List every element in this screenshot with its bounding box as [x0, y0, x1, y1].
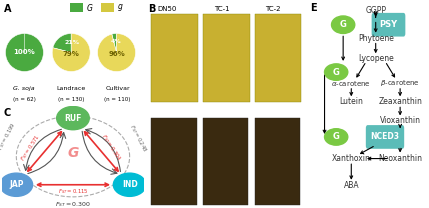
- Text: G: G: [340, 20, 347, 29]
- Text: $g$: $g$: [117, 2, 124, 13]
- Text: G: G: [67, 146, 79, 160]
- Text: 21%: 21%: [65, 40, 80, 45]
- Text: Lutein: Lutein: [339, 97, 363, 106]
- Text: $F_{ST}=0.304$: $F_{ST}=0.304$: [99, 132, 124, 163]
- Ellipse shape: [325, 129, 348, 145]
- Circle shape: [57, 106, 89, 130]
- Text: PSY: PSY: [379, 20, 398, 29]
- Text: TC-2: TC-2: [265, 6, 280, 12]
- Bar: [101, 3, 114, 12]
- Text: GGPP: GGPP: [365, 6, 386, 15]
- Text: $F_{ST}=0.248$: $F_{ST}=0.248$: [127, 123, 149, 154]
- Bar: [254, 118, 300, 205]
- Text: JAP: JAP: [9, 180, 24, 189]
- Text: $G$: $G$: [86, 2, 93, 13]
- Text: G. soja: G. soja: [13, 85, 35, 90]
- FancyArrowPatch shape: [323, 75, 326, 133]
- Text: 79%: 79%: [63, 51, 80, 57]
- Text: B: B: [148, 4, 156, 14]
- Text: G: G: [333, 68, 340, 77]
- Text: G: G: [333, 132, 340, 141]
- Text: 1-3: 1-3: [270, 111, 281, 117]
- Text: (n = 130): (n = 130): [57, 97, 84, 102]
- Text: (n = 110): (n = 110): [104, 97, 131, 102]
- Text: ZH11: ZH11: [161, 111, 180, 117]
- Text: $F_{ST}=0.199$: $F_{ST}=0.199$: [0, 121, 19, 152]
- FancyArrowPatch shape: [342, 36, 344, 60]
- Text: NCED3: NCED3: [371, 132, 399, 141]
- Text: ABA: ABA: [344, 181, 359, 190]
- Bar: [254, 14, 301, 102]
- FancyBboxPatch shape: [366, 125, 404, 149]
- Wedge shape: [53, 33, 71, 52]
- Text: $F_{ST}=0.115$: $F_{ST}=0.115$: [57, 187, 88, 196]
- Text: $F_{ST} = 0.300$: $F_{ST} = 0.300$: [55, 200, 91, 208]
- Text: Phytoene: Phytoene: [358, 34, 394, 43]
- Wedge shape: [97, 33, 136, 72]
- Text: Landrace: Landrace: [56, 85, 85, 90]
- Text: D: D: [148, 108, 156, 118]
- Bar: [203, 14, 250, 102]
- Bar: [203, 118, 248, 205]
- Text: 100%: 100%: [14, 48, 35, 54]
- Text: Zeaxanthin: Zeaxanthin: [378, 97, 422, 106]
- Wedge shape: [6, 33, 43, 72]
- Text: A: A: [3, 4, 11, 14]
- Wedge shape: [52, 33, 90, 72]
- Text: TC-1: TC-1: [214, 6, 230, 12]
- Bar: [70, 3, 83, 12]
- Circle shape: [113, 173, 146, 196]
- Text: Vioxanthin: Vioxanthin: [380, 116, 420, 125]
- Text: $F_{ST}=0.571$: $F_{ST}=0.571$: [18, 132, 42, 162]
- Text: $\alpha$-carotene: $\alpha$-carotene: [331, 79, 371, 88]
- Text: IND: IND: [122, 180, 138, 189]
- Text: DN50: DN50: [158, 6, 177, 12]
- Wedge shape: [112, 33, 117, 52]
- Text: 96%: 96%: [108, 51, 125, 57]
- Text: C: C: [3, 108, 11, 118]
- Text: $\beta$-carotene: $\beta$-carotene: [380, 78, 420, 88]
- Text: 4%: 4%: [111, 39, 122, 44]
- Text: (n = 62): (n = 62): [13, 97, 36, 102]
- Ellipse shape: [325, 64, 348, 80]
- Text: Lycopene: Lycopene: [358, 54, 393, 63]
- Text: Neoxanthin: Neoxanthin: [378, 154, 422, 163]
- Ellipse shape: [332, 16, 355, 33]
- Circle shape: [0, 173, 33, 196]
- Text: E: E: [311, 3, 317, 13]
- Text: Cultivar: Cultivar: [105, 85, 130, 90]
- Text: RUF: RUF: [64, 114, 82, 123]
- Text: Xanthoxin: Xanthoxin: [332, 154, 371, 163]
- Text: 1-1: 1-1: [220, 111, 231, 117]
- FancyBboxPatch shape: [372, 13, 405, 37]
- Bar: [151, 118, 196, 205]
- Bar: [151, 14, 198, 102]
